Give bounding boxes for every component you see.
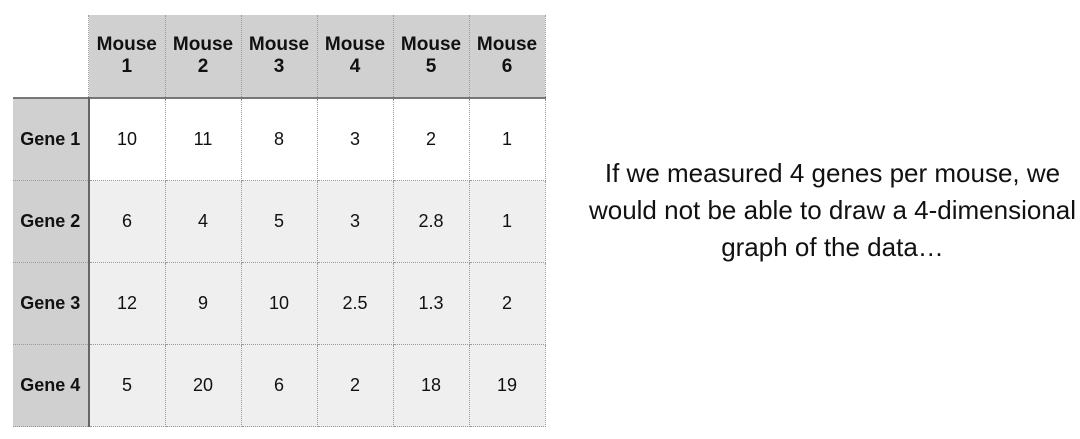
table-cell: 3 <box>316 180 394 263</box>
corner-cell <box>13 15 89 98</box>
column-header: Mouse 5 <box>392 15 470 98</box>
table-row: Gene 1 10 11 8 3 2 1 <box>13 97 546 181</box>
table-cell: 11 <box>164 97 242 181</box>
table-row: Gene 4 5 20 6 2 18 19 <box>13 344 546 427</box>
table-cell: 9 <box>164 262 242 345</box>
table-cell: 2 <box>316 344 394 427</box>
table-cell: 10 <box>88 97 166 181</box>
table-cell: 5 <box>88 344 166 427</box>
column-header: Mouse 4 <box>316 15 394 98</box>
table-cell: 2.5 <box>316 262 394 345</box>
table-cell: 19 <box>468 344 546 427</box>
table-cell: 6 <box>88 180 166 263</box>
table-row: Gene 2 6 4 5 3 2.8 1 <box>13 180 546 263</box>
row-header: Gene 2 <box>13 180 90 263</box>
column-header: Mouse 6 <box>468 15 546 98</box>
slide-note: If we measured 4 genes per mouse, we wou… <box>588 158 1077 262</box>
table-cell: 6 <box>240 344 318 427</box>
row-header: Gene 1 <box>13 97 90 181</box>
table-row: Gene 3 12 9 10 2.5 1.3 2 <box>13 262 546 345</box>
row-header: Gene 3 <box>13 262 90 345</box>
table-cell: 2 <box>468 262 546 345</box>
table-cell: 10 <box>240 262 318 345</box>
gene-table: Mouse 1 Mouse 2 Mouse 3 Mouse 4 Mouse 5 Mouse 6 Gen… <box>13 15 546 427</box>
table-cell: 12 <box>88 262 166 345</box>
table-cell: 5 <box>240 180 318 263</box>
header-row: Mouse 1 Mouse 2 Mouse 3 Mouse 4 Mouse 5 Mouse 6 <box>13 15 546 98</box>
column-header: Mouse 3 <box>240 15 318 98</box>
table-cell: 1 <box>468 97 546 181</box>
table-cell: 8 <box>240 97 318 181</box>
table-cell: 4 <box>164 180 242 263</box>
table-cell: 20 <box>164 344 242 427</box>
table-cell: 3 <box>316 97 394 181</box>
table-cell: 18 <box>392 344 470 427</box>
table-cell: 2.8 <box>392 180 470 263</box>
table-cell: 2 <box>392 97 470 181</box>
table-cell: 1.3 <box>392 262 470 345</box>
column-header: Mouse 2 <box>164 15 242 98</box>
column-header: Mouse 1 <box>88 15 166 98</box>
row-header: Gene 4 <box>13 344 90 427</box>
table-cell: 1 <box>468 180 546 263</box>
